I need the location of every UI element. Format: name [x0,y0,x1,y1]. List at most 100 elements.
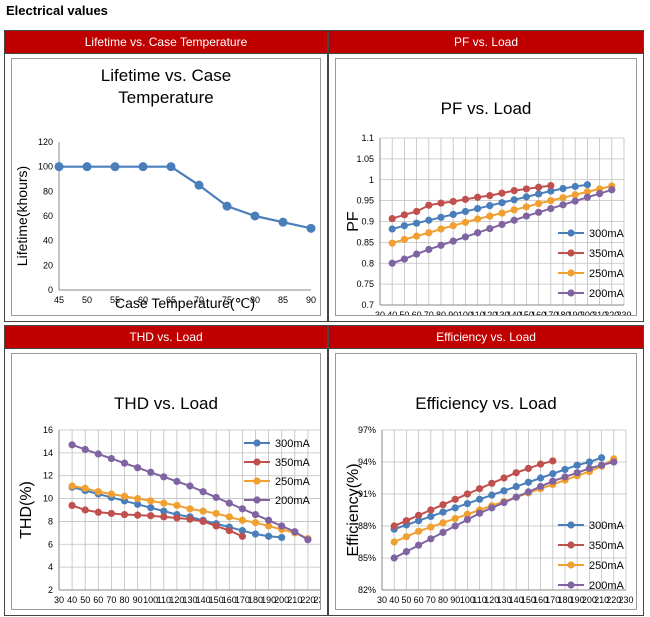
chart1-x-tick-label: 160 [531,310,546,315]
chart3-data-point [415,511,423,519]
chart3-data-point [427,512,435,520]
chart2-data-point [225,526,233,535]
chart2-data-point [265,522,273,530]
chart3-data-point [488,479,496,487]
chart2-data-point [212,522,220,530]
chart3-data-point [463,516,471,524]
chart2-data-point [134,500,142,508]
chart2-data-point [147,468,155,476]
chart3-data-point [390,522,398,530]
chart1-data-point [388,259,396,267]
panel-title-lifetime: Lifetime vs. Case Temperature [5,31,327,54]
chart3-data-point [537,460,545,468]
chart2-data-point [160,513,168,521]
chart1-y-tick-label: 1.1 [361,133,374,143]
chart2-data-point [134,511,142,519]
chart1-x-tick-label: 210 [592,310,607,315]
page-heading: Electrical values [6,3,108,18]
chart3-data-point [427,523,435,531]
chart3-x-tick-label: 90 [450,595,460,605]
chart1-data-point [413,219,421,227]
chart0-x-tick-label: 65 [166,295,176,305]
chart2-x-tick-label: 100 [143,595,158,605]
chart1-data-point [535,190,543,198]
chart1-data-point [400,222,408,230]
chart2-data-point [278,522,286,530]
chart2-data-point [304,536,312,544]
chart1-data-point [449,222,457,230]
chart3-data-point [500,498,508,507]
chart1-data-point [400,235,408,244]
chart2-y-tick-label: 16 [43,425,53,435]
chart-frame-pf: PF vs. Load 30 40 50 60 70 80 90 100 110 120 130 140… [335,58,637,316]
chart2-x-tick-label: 200 [274,595,289,605]
chart3-data-point [402,533,410,541]
chart0-title: Lifetime vs. Case [101,66,231,85]
chart3-data-point [451,522,459,530]
chart0-data-point [278,217,288,227]
chart3-data-point [415,517,423,525]
chart3-data-point [585,464,593,472]
chart1-x-tick-label: 70 [424,310,434,315]
chart2-legend-label: 200mA [275,495,311,507]
chart1-x-tick-label: 30 [375,310,385,315]
chart2-data-point [186,515,194,523]
chart3-data-point [598,461,606,469]
panel-efficiency: Efficiency vs. Load Efficiency vs. Load 3… [328,325,644,616]
chart0-data-point [250,211,260,221]
chart0-data-point [222,201,232,211]
chart3-data-point [524,464,532,472]
chart3-data-point [561,473,569,481]
chart2-y-tick-label: 2 [48,585,53,595]
chart3-x-tick-label: 60 [414,595,424,605]
chart1-data-point [583,193,591,201]
chart1-x-tick-label: 230 [616,310,631,315]
chart2-y-tick-label: 8 [48,516,53,526]
chart2-data-point [212,509,220,518]
chart1-data-point [425,229,433,237]
chart3-data-point [512,469,520,477]
chart3-data-point [549,477,557,485]
chart1-data-point [425,201,433,209]
chart3-data-point [402,548,410,556]
chart1-legend-label: 200mA [589,288,625,300]
chart1-data-point [413,207,421,216]
chart3-y-tick-label: 94% [358,457,376,467]
chart2-data-point [238,516,246,524]
chart2-data-point [199,507,207,515]
chart2-x-tick-label: 180 [248,595,263,605]
chart1-data-point [547,197,555,205]
chart2-data-point [278,533,286,542]
chart3-data-point [500,474,508,482]
chart2-data-point [173,514,181,522]
chart1-data-point [486,212,494,220]
chart1-y-tick-label: 0.85 [356,237,374,247]
chart1-data-point [535,208,543,216]
chart2-data-point [94,450,102,458]
chart3-x-tick-label: 200 [582,595,597,605]
chart1-data-point [388,225,396,233]
chart-frame-efficiency: Efficiency vs. Load 30 40 50 60 70 80 90 100 110 1… [335,353,637,610]
chart1-data-point [583,181,591,189]
chart1-data-point [571,197,579,205]
chart1-legend-label: 300mA [589,228,625,240]
chart3-series-line-300mA [393,456,602,531]
chart3-data-point [549,470,557,478]
chart2-data-point [225,513,233,521]
chart1-data-point [400,255,408,263]
chart3-data-point [488,504,496,512]
chart1-data-point [547,204,555,213]
chart1-y-tick-label: 0.8 [361,258,374,268]
chart3-x-tick-label: 80 [438,595,448,605]
chart3-data-point [561,465,569,474]
chart3-data-point [402,517,410,525]
chart1-data-point [388,214,396,223]
chart0-data-point [110,162,120,172]
chart2-data-point [238,532,246,540]
chart0-data-point [166,162,176,172]
chart1-legend-marker [567,249,575,257]
chart2-x-tick-label: 220 [300,595,315,605]
chart1-data-point [498,189,506,197]
chart0-x-tick-label: 80 [250,295,260,305]
